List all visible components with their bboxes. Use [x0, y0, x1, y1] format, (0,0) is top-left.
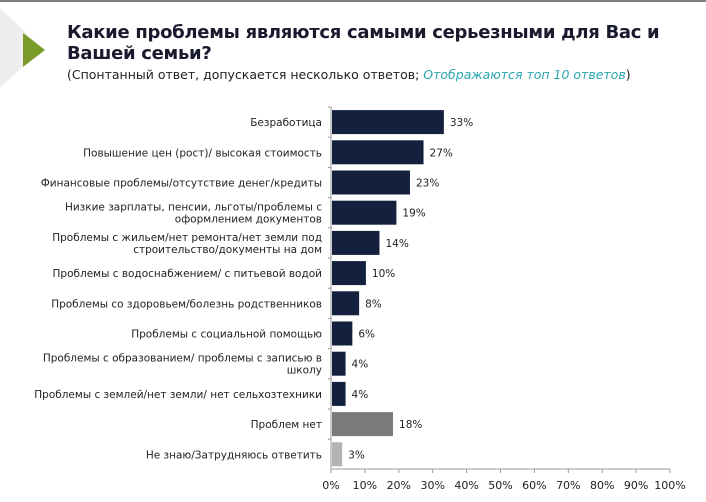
category-label: школу: [287, 365, 322, 377]
subtitle-suffix: ): [625, 67, 631, 82]
category-label: Низкие зарплаты, пенсии, льготы/проблемы…: [65, 202, 322, 214]
x-tick-label: 80%: [590, 479, 614, 492]
category-label: Проблем нет: [251, 419, 322, 431]
bar: [332, 170, 410, 195]
bar: [332, 381, 346, 406]
data-label: 6%: [358, 329, 375, 341]
category-label: Безработица: [250, 117, 322, 129]
x-tick-label: 0%: [322, 479, 339, 492]
category-label: Проблемы с образованием/ проблемы с запи…: [43, 353, 322, 365]
x-tick-label: 20%: [387, 479, 411, 492]
bar: [332, 442, 343, 467]
data-label: 3%: [348, 449, 365, 461]
category-label: Проблемы с землей/нет земли/ нет сельхоз…: [34, 389, 322, 401]
x-tick-label: 50%: [488, 479, 512, 492]
data-label: 23%: [416, 178, 439, 190]
category-label: оформлением документов: [175, 214, 322, 226]
subtitle-highlight: Отображаются топ 10 ответов: [423, 67, 626, 82]
bar: [332, 110, 444, 135]
category-label: Повышение цен (рост)/ высокая стоимость: [83, 147, 322, 159]
category-label: строительство/документы на дом: [133, 244, 322, 256]
bar: [332, 261, 366, 286]
chart-title: Какие проблемы являются самыми серьезным…: [67, 22, 660, 64]
category-label: Финансовые проблемы/отсутствие денег/кре…: [41, 178, 322, 190]
category-label: Не знаю/Затрудняюсь ответить: [146, 449, 322, 461]
data-label: 27%: [430, 147, 453, 159]
x-tick-label: 30%: [420, 479, 444, 492]
bar: [332, 291, 360, 316]
category-label: Проблемы с жильем/нет ремонта/нет земли …: [52, 232, 322, 244]
x-tick-label: 100%: [654, 479, 685, 492]
bar: [332, 321, 353, 346]
subtitle-prefix: (Спонтанный ответ, допускается несколько…: [67, 67, 424, 82]
category-label: Проблемы с социальной помощью: [131, 329, 322, 341]
category-label: Проблемы с водоснабжением/ с питьевой во…: [53, 268, 322, 280]
chart-subtitle: (Спонтанный ответ, допускается несколько…: [67, 67, 667, 83]
x-tick-label: 60%: [522, 479, 546, 492]
x-tick-label: 70%: [556, 479, 580, 492]
data-label: 4%: [352, 389, 369, 401]
data-label: 33%: [450, 117, 473, 129]
bar: [332, 412, 394, 437]
data-label: 4%: [352, 359, 369, 371]
data-label: 10%: [372, 268, 395, 280]
bar: [332, 200, 397, 225]
x-tick-label: 40%: [454, 479, 478, 492]
data-label: 14%: [385, 238, 408, 250]
x-tick-label: 10%: [353, 479, 377, 492]
data-label: 8%: [365, 298, 382, 310]
green-arrow-icon: [23, 33, 45, 67]
bar: [332, 230, 380, 255]
data-label: 18%: [399, 419, 422, 431]
data-label: 19%: [402, 208, 425, 220]
x-tick-label: 90%: [624, 479, 648, 492]
bar: [332, 351, 346, 376]
category-label: Проблемы со здоровьем/болезнь родственни…: [51, 298, 322, 310]
bar: [332, 140, 424, 165]
